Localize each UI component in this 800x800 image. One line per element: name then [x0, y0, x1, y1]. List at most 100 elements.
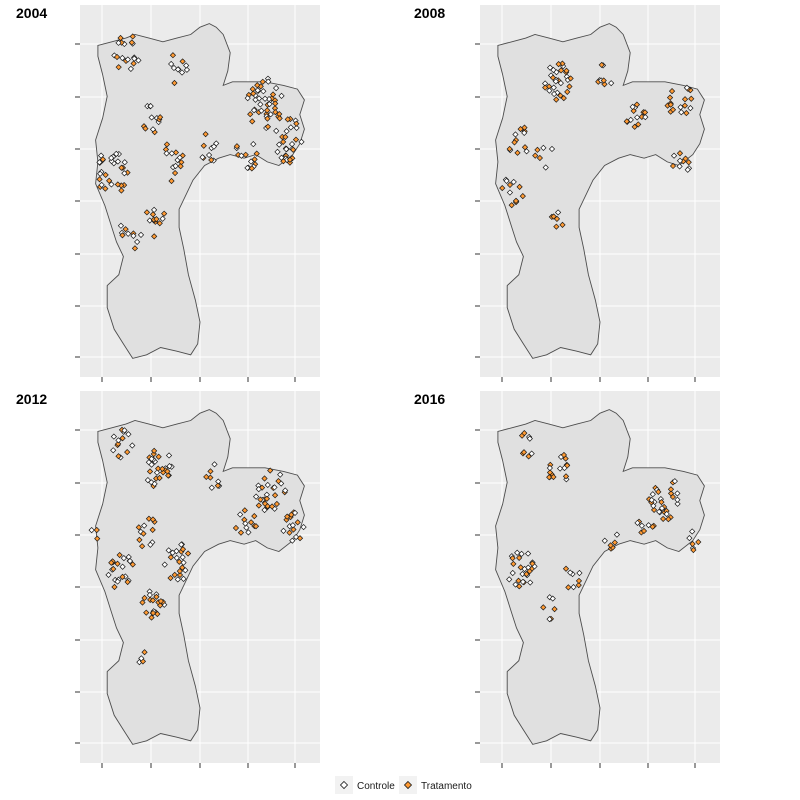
point-controle	[292, 533, 300, 541]
point-controle	[273, 85, 280, 92]
point-controle	[674, 500, 681, 507]
point-tratamento	[681, 102, 688, 109]
point-controle	[170, 64, 178, 72]
point-controle	[283, 128, 290, 135]
point-controle	[159, 215, 166, 222]
point-tratamento	[296, 535, 304, 542]
axis-ticks	[75, 429, 296, 768]
point-controle	[687, 105, 694, 112]
point-tratamento	[607, 542, 614, 549]
point-tratamento	[233, 143, 241, 150]
point-tratamento	[509, 555, 516, 562]
point-tratamento	[171, 571, 178, 578]
point-tratamento	[157, 598, 165, 605]
point-tratamento	[658, 498, 665, 506]
point-tratamento	[267, 467, 274, 474]
point-tratamento	[116, 551, 123, 559]
point-tratamento	[143, 209, 151, 216]
point-tratamento	[510, 560, 517, 568]
point-controle	[293, 124, 300, 132]
point-controle	[148, 114, 155, 121]
point-controle	[642, 114, 649, 121]
panel-2004: 2004	[16, 5, 320, 382]
point-tratamento	[159, 465, 166, 473]
point-tratamento	[623, 118, 630, 125]
axis-ticks	[75, 43, 296, 382]
point-tratamento	[259, 78, 266, 85]
point-tratamento	[276, 115, 283, 122]
point-tratamento	[139, 599, 146, 606]
map-outline	[95, 409, 305, 745]
point-controle	[546, 87, 553, 94]
point-controle	[126, 557, 134, 565]
point-tratamento	[263, 495, 271, 502]
point-controle	[683, 84, 691, 91]
point-controle	[608, 80, 615, 87]
point-tratamento	[110, 565, 117, 573]
point-tratamento	[668, 88, 676, 95]
point-tratamento	[635, 121, 642, 128]
point-controle	[108, 154, 115, 162]
point-controle	[671, 478, 678, 485]
point-controle	[282, 487, 289, 494]
point-tratamento	[293, 120, 300, 127]
point-tratamento	[695, 538, 702, 546]
point-controle	[137, 231, 145, 238]
point-tratamento	[232, 524, 240, 532]
point-controle	[257, 101, 264, 108]
point-tratamento	[114, 560, 121, 567]
point-controle	[613, 531, 621, 538]
point-tratamento	[269, 91, 277, 98]
panel-2008: 2008	[414, 5, 720, 382]
point-tratamento	[179, 564, 186, 571]
point-tratamento	[575, 582, 582, 589]
point-controle	[173, 554, 180, 562]
panels: 2004 2008 2012 2016	[16, 5, 720, 768]
point-controle	[182, 567, 189, 574]
point-controle	[627, 116, 634, 123]
point-controle	[649, 491, 656, 498]
point-tratamento	[149, 211, 157, 218]
point-tratamento	[512, 197, 520, 204]
point-tratamento	[508, 202, 515, 209]
point-tratamento	[683, 109, 690, 117]
point-controle	[110, 447, 117, 454]
point-tratamento	[549, 74, 557, 81]
point-tratamento	[124, 448, 131, 456]
point-controle	[686, 534, 693, 542]
panel-title: 2016	[414, 391, 445, 407]
point-tratamento	[611, 539, 618, 546]
point-controle	[570, 584, 577, 591]
point-controle	[129, 442, 136, 449]
point-tratamento	[600, 77, 607, 84]
point-tratamento	[676, 150, 684, 157]
point-tratamento	[655, 488, 662, 495]
point-tratamento	[271, 492, 279, 499]
point-controle	[629, 103, 636, 110]
point-controle	[273, 127, 280, 134]
point-tratamento	[515, 577, 522, 584]
point-tratamento	[640, 527, 648, 535]
point-tratamento	[136, 536, 143, 543]
point-tratamento	[553, 223, 560, 230]
point-tratamento	[526, 568, 533, 575]
point-tratamento	[272, 100, 279, 107]
point-tratamento	[511, 139, 518, 146]
point-tratamento	[516, 554, 523, 561]
point-tratamento	[690, 546, 697, 554]
point-tratamento	[167, 574, 174, 582]
map-outline	[495, 23, 705, 359]
point-controle	[148, 455, 155, 462]
point-tratamento	[242, 151, 249, 158]
point-tratamento	[202, 131, 209, 138]
point-tratamento	[129, 33, 136, 40]
point-tratamento	[562, 473, 570, 480]
point-controle	[121, 170, 128, 177]
point-tratamento	[115, 453, 122, 460]
point-controle	[261, 95, 269, 102]
point-controle	[153, 469, 161, 476]
point-controle	[551, 90, 558, 98]
point-tratamento	[261, 475, 268, 482]
point-tratamento	[273, 500, 280, 508]
point-controle	[524, 550, 532, 557]
